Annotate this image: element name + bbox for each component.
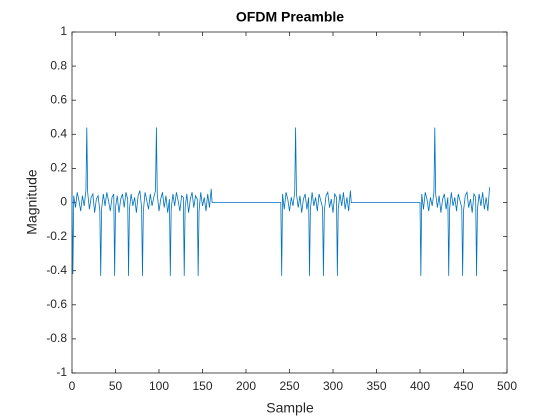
chart-title: OFDM Preamble [236, 9, 344, 25]
x-tick-label: 200 [236, 379, 256, 393]
x-tick-label: 250 [279, 379, 299, 393]
y-tick-label: 0.8 [50, 58, 67, 72]
y-tick-label: 0.6 [50, 92, 67, 106]
x-axis-label: Sample [266, 400, 314, 416]
x-tick-label: 50 [109, 379, 123, 393]
y-axis-label: Magnitude [24, 169, 40, 235]
x-tick-label: 100 [149, 379, 169, 393]
y-tick-label: 0.4 [50, 126, 67, 140]
y-tick-label: 0 [60, 195, 67, 209]
y-tick-label: 0.2 [50, 161, 67, 175]
y-tick-label: -0.8 [46, 331, 67, 345]
x-tick-label: 500 [497, 379, 517, 393]
x-tick-label: 450 [453, 379, 473, 393]
x-tick-label: 400 [410, 379, 430, 393]
y-tick-label: -0.2 [46, 229, 67, 243]
y-tick-label: -1 [56, 365, 67, 379]
x-tick-label: 300 [323, 379, 343, 393]
x-tick-label: 0 [69, 379, 76, 393]
x-tick-label: 150 [192, 379, 212, 393]
y-tick-label: 1 [60, 24, 67, 38]
y-tick-label: -0.6 [46, 297, 67, 311]
y-tick-label: -0.4 [46, 263, 67, 277]
data-line [71, 127, 490, 276]
x-tick-label: 350 [366, 379, 386, 393]
